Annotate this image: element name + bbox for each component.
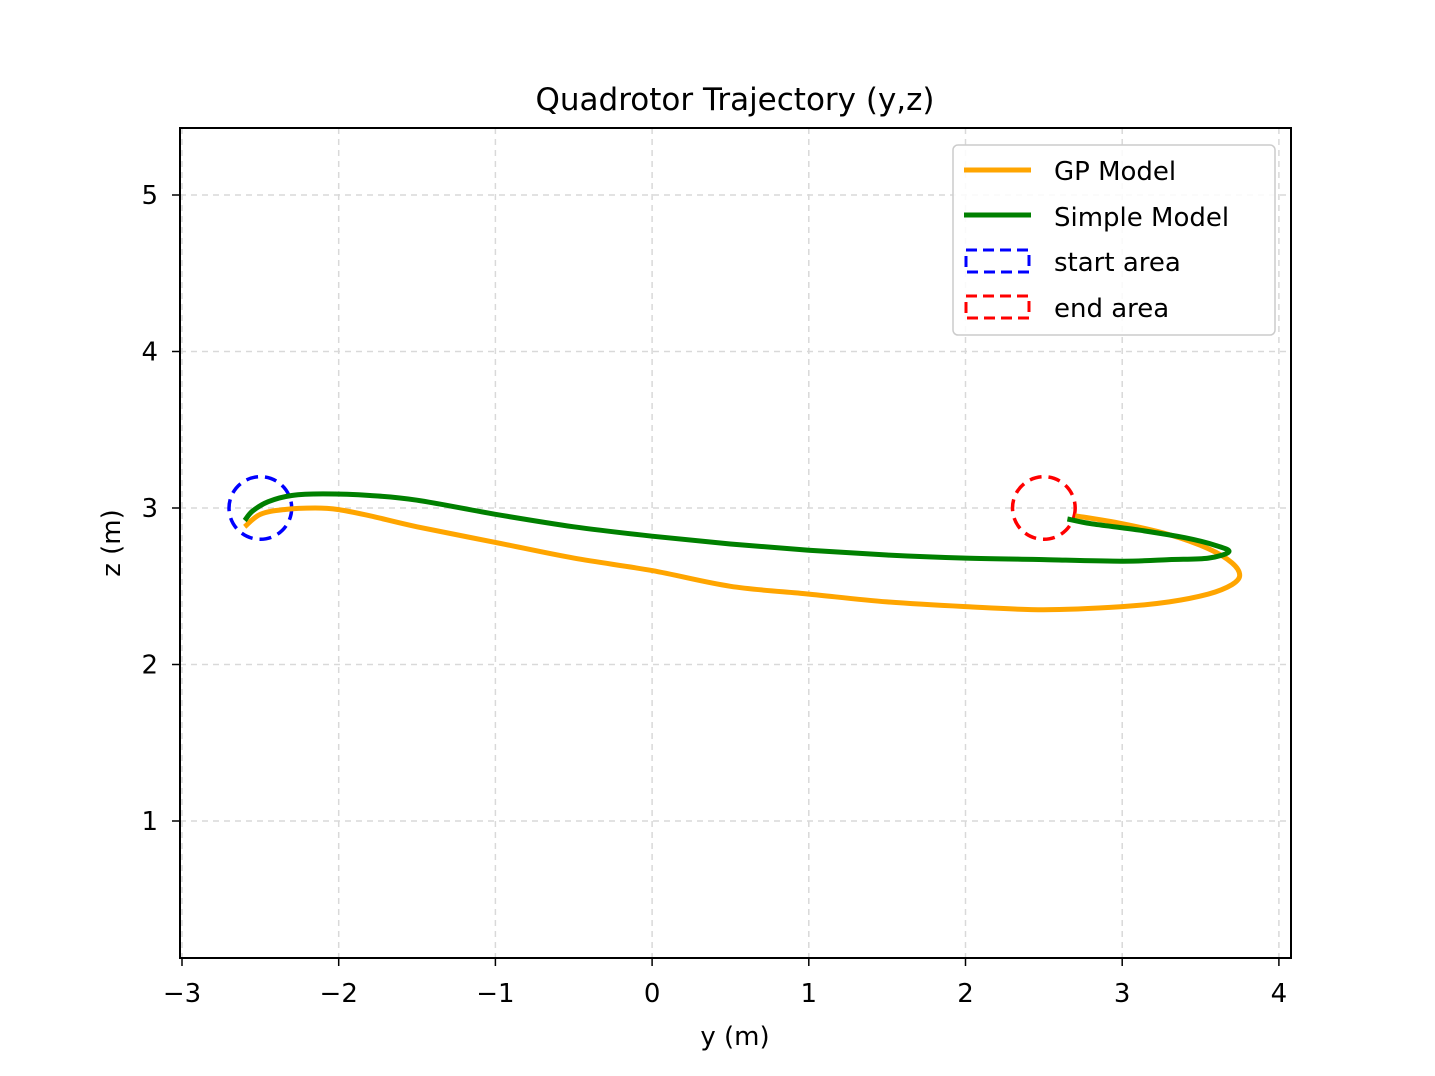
x-tick-label: 0 — [644, 979, 661, 1009]
y-axis-label: z (m) — [97, 509, 127, 577]
legend: GP Model Simple Model start area end are… — [952, 144, 1276, 336]
x-tick-label: −2 — [320, 979, 358, 1009]
x-tick-label: 3 — [1114, 979, 1131, 1009]
x-tick-label: 1 — [801, 979, 818, 1009]
y-tick-label: 1 — [141, 807, 158, 837]
legend-box — [952, 144, 1276, 336]
legend-swatch-start — [964, 248, 1031, 274]
legend-label-start: start area — [1054, 248, 1181, 278]
x-tick-label: −1 — [476, 979, 514, 1009]
x-tick-label: −3 — [163, 979, 201, 1009]
chart-title: Quadrotor Trajectory (y,z) — [535, 82, 934, 118]
y-tick-label: 3 — [141, 494, 158, 524]
x-tick-label: 4 — [1271, 979, 1288, 1009]
x-axis-label: y (m) — [700, 1022, 769, 1052]
simple-model-line — [242, 491, 1232, 564]
legend-swatch-end — [964, 294, 1031, 320]
gp-model-line — [243, 505, 1243, 613]
y-tick-label: 4 — [141, 338, 158, 368]
y-tick-label: 5 — [141, 181, 158, 211]
end-area-circle — [1010, 474, 1077, 542]
y-axis-ticks: 1 2 3 4 5 — [141, 181, 180, 837]
series-lines — [242, 491, 1243, 613]
plot-frame — [179, 127, 1292, 959]
x-axis-ticks: −3 −2 −1 0 1 2 3 4 — [163, 958, 1287, 1009]
y-tick-label: 2 — [141, 651, 158, 681]
x-tick-label: 2 — [957, 979, 974, 1009]
legend-label-simple: Simple Model — [1054, 203, 1229, 233]
legend-label-gp: GP Model — [1054, 157, 1176, 187]
legend-label-end: end area — [1054, 294, 1169, 324]
